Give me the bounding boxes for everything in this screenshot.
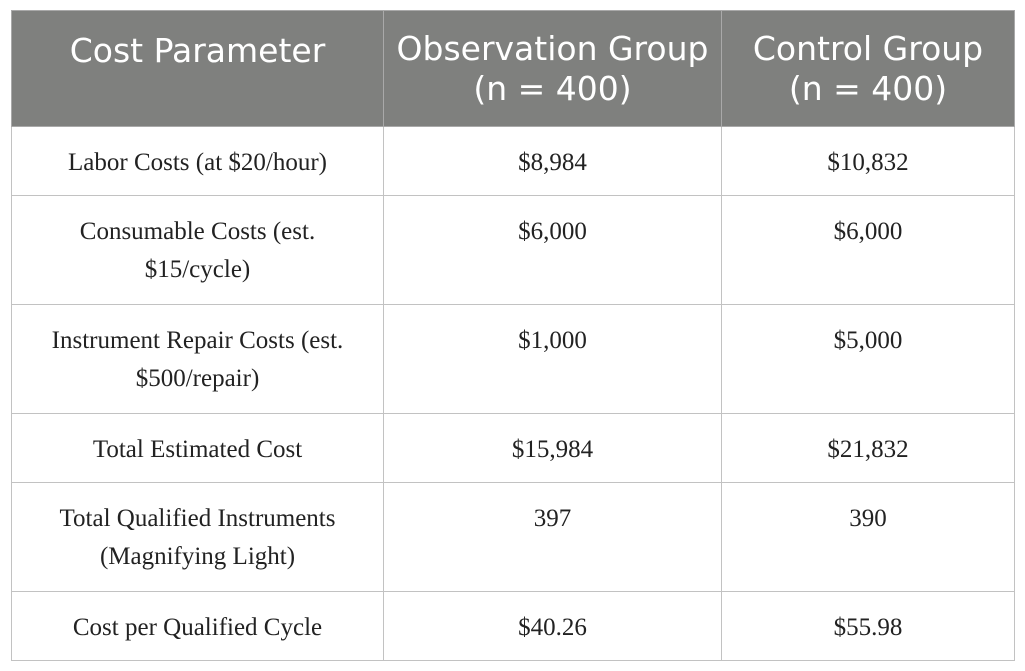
observation-value: $15,984 (383, 413, 722, 483)
table-row: Consumable Costs (est. $15/cycle) $6,000… (11, 195, 1015, 305)
table-body: Labor Costs (at $20/hour) $8,984 $10,832… (11, 126, 1015, 661)
row-label: Total Qualified Instruments (Magnifying … (11, 482, 384, 592)
table-row: Cost per Qualified Cycle $40.26 $55.98 (11, 591, 1015, 661)
observation-value: 397 (383, 482, 722, 592)
cost-table-container: Cost Parameter Observation Group (n = 40… (11, 10, 1015, 661)
control-value: $10,832 (721, 126, 1015, 196)
observation-value: $8,984 (383, 126, 722, 196)
header-control-group: Control Group (n = 400) (721, 10, 1015, 127)
header-observation-group: Observation Group (n = 400) (383, 10, 722, 127)
row-label: Total Estimated Cost (11, 413, 384, 483)
cost-comparison-table: Cost Parameter Observation Group (n = 40… (11, 10, 1015, 661)
table-row: Total Estimated Cost $15,984 $21,832 (11, 413, 1015, 483)
header-cost-parameter: Cost Parameter (11, 10, 384, 127)
table-row: Labor Costs (at $20/hour) $8,984 $10,832 (11, 126, 1015, 196)
table-header: Cost Parameter Observation Group (n = 40… (11, 10, 1015, 127)
row-label: Consumable Costs (est. $15/cycle) (11, 195, 384, 305)
control-value: $5,000 (721, 304, 1015, 414)
row-label: Cost per Qualified Cycle (11, 591, 384, 661)
header-row: Cost Parameter Observation Group (n = 40… (11, 10, 1015, 127)
observation-value: $6,000 (383, 195, 722, 305)
table-row: Instrument Repair Costs (est. $500/repai… (11, 304, 1015, 414)
table-row: Total Qualified Instruments (Magnifying … (11, 482, 1015, 592)
control-value: $6,000 (721, 195, 1015, 305)
control-value: $55.98 (721, 591, 1015, 661)
row-label: Instrument Repair Costs (est. $500/repai… (11, 304, 384, 414)
observation-value: $40.26 (383, 591, 722, 661)
row-label: Labor Costs (at $20/hour) (11, 126, 384, 196)
control-value: $21,832 (721, 413, 1015, 483)
control-value: 390 (721, 482, 1015, 592)
observation-value: $1,000 (383, 304, 722, 414)
